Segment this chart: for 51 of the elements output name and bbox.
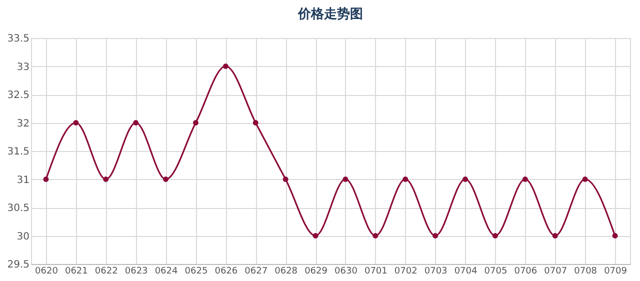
x-tick-label: 0627 — [244, 266, 268, 276]
x-tick-label: 0707 — [544, 266, 568, 276]
x-tick-label: 0624 — [154, 266, 178, 276]
x-tick-label: 0626 — [214, 266, 238, 276]
line-series — [43, 64, 618, 238]
point — [73, 120, 79, 126]
y-tick-label: 31 — [16, 174, 30, 186]
x-tick-label: 0621 — [64, 266, 88, 276]
y-tick-label: 32 — [16, 118, 30, 130]
y-tick-label: 30 — [16, 231, 30, 242]
point — [552, 233, 558, 238]
y-tick-label: 33.5 — [7, 34, 30, 44]
y-tick-label: 33 — [16, 62, 30, 73]
x-tick-label: 0629 — [304, 266, 328, 276]
point — [372, 233, 378, 238]
y-tick-label: 31.5 — [7, 146, 30, 158]
x-tick-label: 0622 — [94, 266, 118, 276]
x-tick-label: 0701 — [364, 266, 388, 276]
point — [582, 176, 588, 182]
point — [612, 233, 618, 238]
point — [163, 176, 169, 182]
x-tick-label: 0704 — [454, 266, 478, 276]
point — [522, 176, 528, 182]
point — [492, 233, 498, 238]
point — [462, 176, 468, 182]
point — [103, 176, 109, 182]
point — [133, 120, 139, 126]
y-tick-label: 32.5 — [7, 90, 30, 101]
point — [252, 120, 258, 126]
y-tick-label: 29.5 — [7, 260, 30, 270]
x-tick-label: 0705 — [484, 266, 508, 276]
point — [312, 233, 318, 238]
point — [342, 176, 348, 182]
x-tick-label: 0709 — [604, 266, 628, 276]
x-tick-label: 0702 — [394, 266, 418, 276]
point — [222, 64, 228, 69]
point — [282, 176, 288, 182]
point — [192, 120, 198, 126]
x-tick-label: 0706 — [514, 266, 538, 276]
chart-title: 价格走势图 — [297, 6, 363, 22]
x-tick-label: 0620 — [35, 266, 58, 276]
x-tick-label: 0625 — [184, 266, 208, 276]
x-tick-label: 0623 — [124, 266, 148, 276]
point — [432, 233, 438, 238]
x-tick-label: 0630 — [334, 266, 358, 276]
y-tick-label: 30.5 — [7, 203, 30, 214]
point — [43, 176, 49, 182]
point — [402, 176, 408, 182]
x-tick-label: 0708 — [574, 266, 598, 276]
x-tick-label: 0703 — [424, 266, 448, 276]
x-tick-label: 0628 — [274, 266, 298, 276]
